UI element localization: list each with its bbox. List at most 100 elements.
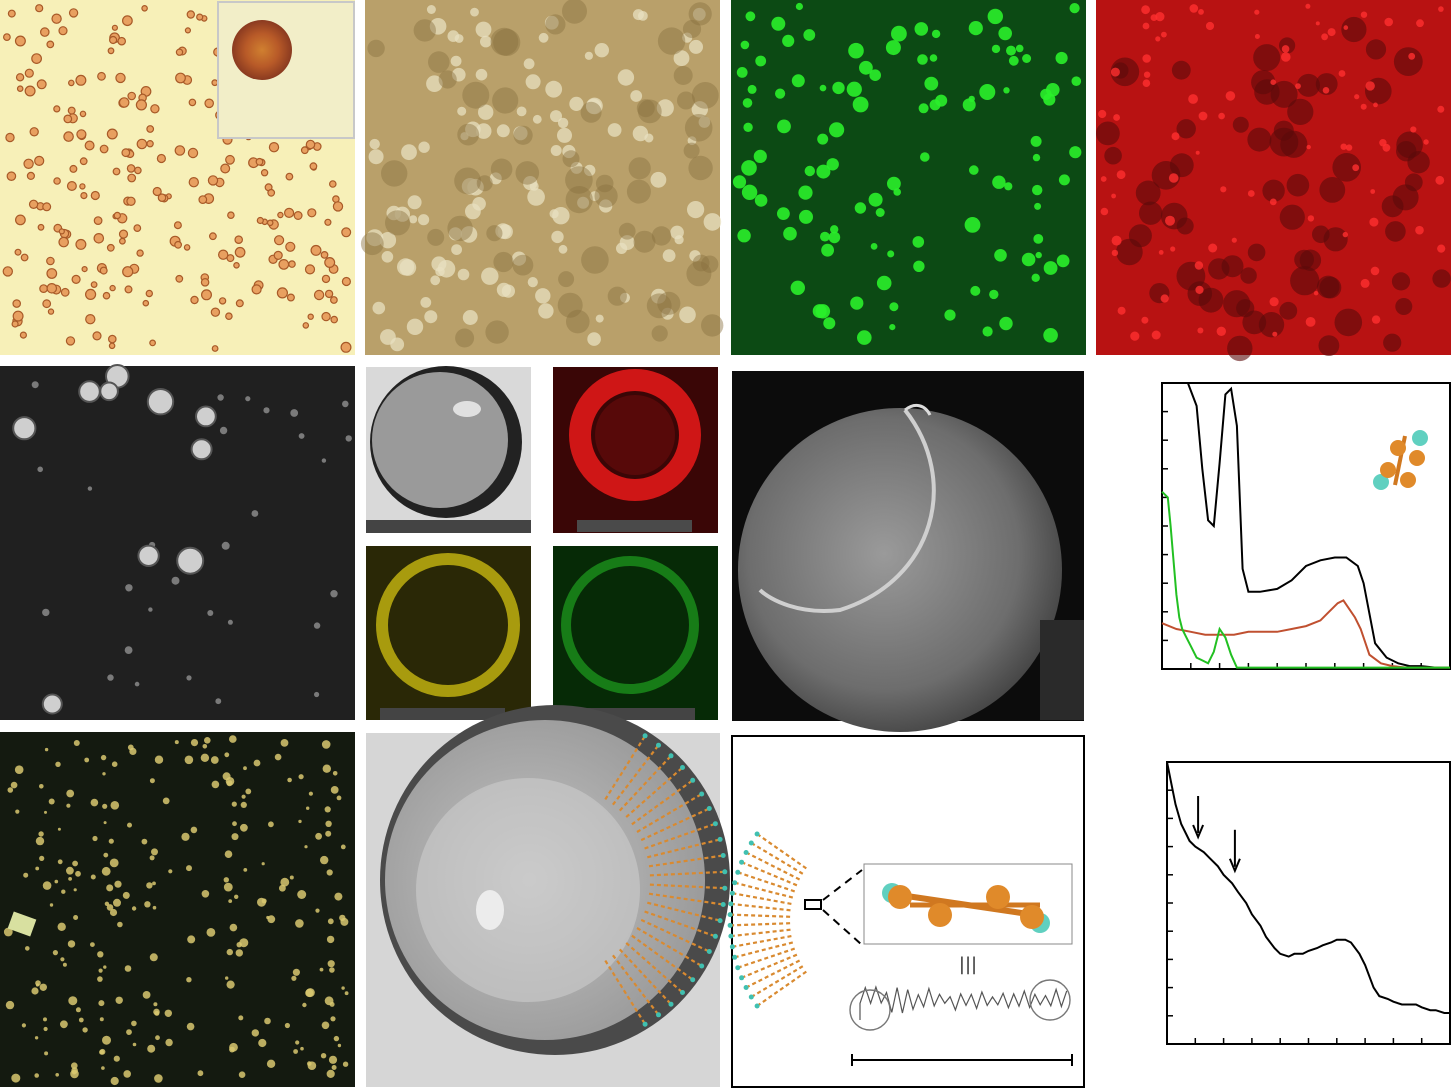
terminal-group <box>735 965 741 971</box>
series-line-0 <box>1186 382 1450 669</box>
particle <box>745 11 756 22</box>
particle <box>795 2 804 11</box>
particle <box>102 803 108 809</box>
particle <box>329 1001 335 1007</box>
particle <box>493 28 521 56</box>
particle <box>1220 186 1227 193</box>
molecule-row <box>625 766 684 818</box>
particle <box>368 149 384 165</box>
particle <box>144 901 151 908</box>
particle <box>231 801 237 807</box>
particle <box>81 266 88 273</box>
arrow-head <box>1192 824 1205 840</box>
particle-array <box>1096 3 1451 362</box>
particle <box>66 803 71 808</box>
particle <box>93 216 103 226</box>
particle <box>1069 146 1082 159</box>
particle <box>42 608 50 617</box>
particle <box>326 869 333 876</box>
particle <box>109 284 116 292</box>
particle <box>662 249 676 262</box>
particle <box>1015 44 1024 53</box>
particle <box>677 91 695 110</box>
particle <box>689 250 701 262</box>
particle <box>31 381 39 389</box>
particle <box>99 266 108 275</box>
particle <box>190 295 199 305</box>
particle <box>124 646 133 654</box>
particle <box>1030 135 1042 147</box>
particle <box>67 940 76 948</box>
particle <box>1396 141 1417 162</box>
particle <box>175 274 184 283</box>
particle <box>698 116 711 128</box>
particle <box>1360 278 1370 288</box>
particle <box>39 27 50 37</box>
terminal-group <box>754 831 760 837</box>
particle <box>202 744 208 749</box>
panel-k-spectra <box>1161 382 1451 670</box>
particle <box>266 1059 276 1069</box>
particle <box>1254 9 1260 15</box>
particle <box>1160 294 1169 303</box>
particle <box>197 1070 204 1077</box>
particle <box>229 735 237 743</box>
particle <box>1100 176 1107 182</box>
particle <box>54 879 59 884</box>
particle <box>918 103 929 114</box>
particle <box>1032 184 1043 196</box>
particle <box>121 148 131 158</box>
particle <box>60 1020 68 1029</box>
terminal-group <box>732 954 738 960</box>
particle <box>330 786 339 794</box>
particle <box>108 35 118 45</box>
particle <box>217 394 224 401</box>
particle <box>732 175 747 189</box>
particle <box>998 26 1012 41</box>
particle <box>1155 12 1165 22</box>
particle <box>280 877 290 887</box>
terminal-group <box>727 912 733 918</box>
particle <box>75 238 87 250</box>
particle <box>52 950 59 956</box>
panel-i-elemental-map-green <box>553 546 718 720</box>
molecule-row <box>648 892 724 906</box>
particle <box>457 268 470 281</box>
molecule-row <box>604 735 647 800</box>
particle <box>515 161 540 185</box>
particle <box>69 164 78 173</box>
particle <box>142 299 150 307</box>
particle <box>79 157 88 166</box>
terminal-group <box>735 869 741 875</box>
particle <box>650 171 667 188</box>
particle <box>157 193 167 203</box>
particle <box>475 21 492 38</box>
particle <box>21 1023 26 1028</box>
particle <box>1273 120 1294 141</box>
particle <box>19 331 27 339</box>
particle <box>131 906 137 911</box>
particle <box>308 791 313 796</box>
particle <box>982 326 993 337</box>
particle <box>78 380 101 403</box>
terminal-group <box>706 806 712 811</box>
particle <box>12 299 22 308</box>
particle <box>1354 94 1360 100</box>
particle <box>103 852 109 858</box>
particle <box>1315 73 1338 95</box>
particle <box>742 98 753 108</box>
particle <box>1116 170 1126 180</box>
ring-cluster <box>849 989 891 1031</box>
particle <box>287 777 292 783</box>
molecule-row <box>644 822 716 850</box>
particle <box>162 797 170 805</box>
panel-g-elemental-map-red <box>553 367 718 533</box>
molecule-row <box>741 861 798 887</box>
particle <box>152 905 157 910</box>
particle <box>1189 4 1199 13</box>
particle <box>87 486 93 491</box>
particle <box>1096 121 1120 146</box>
molecule-row <box>631 934 694 981</box>
molecule-row <box>750 842 804 875</box>
particle <box>23 872 29 878</box>
